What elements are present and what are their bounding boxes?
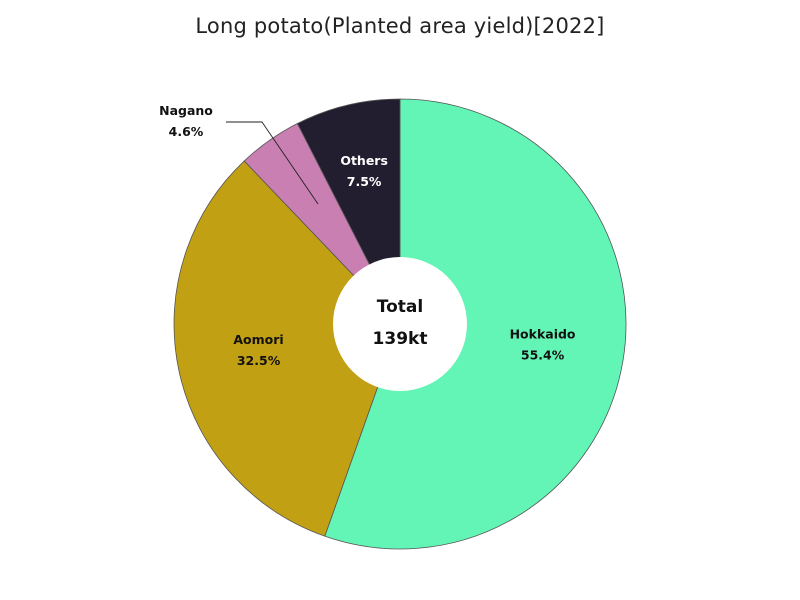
slice-value-hokkaido: 55.4%: [521, 347, 565, 362]
slice-label-aomori: Aomori: [233, 332, 283, 347]
slice-labels: Hokkaido 55.4% Aomori 32.5% Nagano 4.6% Others…: [159, 103, 576, 368]
slice-aomori: [173, 160, 401, 537]
chart-title: Long potato(Planted area yield)[2022]: [195, 14, 605, 38]
center-label: Total: [377, 297, 423, 317]
slice-label-others: Others: [340, 153, 388, 168]
donut-hole: [333, 257, 467, 391]
leader-line-nagano: [226, 121, 319, 205]
slice-value-aomori: 32.5%: [237, 353, 281, 368]
slice-label-hokkaido: Hokkaido: [510, 326, 576, 341]
slice-value-nagano: 4.6%: [169, 124, 204, 139]
slice-label-nagano: Nagano: [159, 103, 213, 118]
center-value: 139kt: [373, 329, 428, 349]
slice-value-others: 7.5%: [347, 174, 382, 189]
